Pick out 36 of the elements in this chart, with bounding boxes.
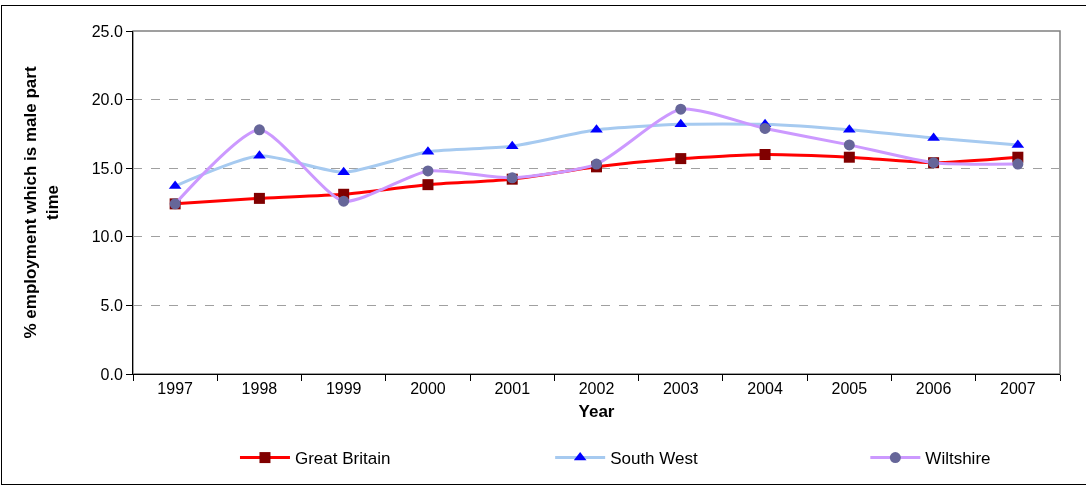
legend-label: Great Britain xyxy=(294,449,391,469)
y-tick-label: 25.0 xyxy=(91,22,123,40)
point xyxy=(843,139,855,151)
point xyxy=(422,165,434,177)
x-tick-label: 2000 xyxy=(410,380,446,398)
x-tick-label: 2001 xyxy=(494,380,531,398)
y-axis-title: % employment which is male part time xyxy=(21,66,63,339)
x-tick-label: 1997 xyxy=(157,380,194,398)
point xyxy=(337,166,351,176)
x-tick-label: 2003 xyxy=(662,380,699,398)
y-tick-label: 20.0 xyxy=(91,91,123,109)
x-tick-label: 2002 xyxy=(578,380,615,398)
y-tick-label: 0.0 xyxy=(100,365,123,383)
point xyxy=(843,151,855,163)
x-tick-label: 2005 xyxy=(831,380,868,398)
x-tick-label: 1999 xyxy=(325,380,362,398)
x-tick-label: 2006 xyxy=(915,380,952,398)
point xyxy=(422,179,434,191)
x-tick-label: 2004 xyxy=(747,380,783,398)
point xyxy=(675,103,687,115)
point xyxy=(759,122,771,134)
legend-label: Wiltshire xyxy=(925,449,991,469)
point xyxy=(338,195,350,207)
point xyxy=(253,124,265,136)
x-tick-label: 2007 xyxy=(1000,380,1036,398)
point xyxy=(253,192,265,204)
x-tick-label: 1998 xyxy=(241,380,278,398)
y-tick-label: 5.0 xyxy=(100,297,123,314)
y-tick-label: 10.0 xyxy=(91,228,123,246)
x-axis-title: Year xyxy=(578,401,615,421)
point xyxy=(1012,158,1024,170)
point xyxy=(675,153,687,165)
y-tick-label: 15.0 xyxy=(91,159,123,177)
point xyxy=(674,118,688,128)
legend-label: South West xyxy=(610,449,698,469)
point xyxy=(759,148,771,160)
